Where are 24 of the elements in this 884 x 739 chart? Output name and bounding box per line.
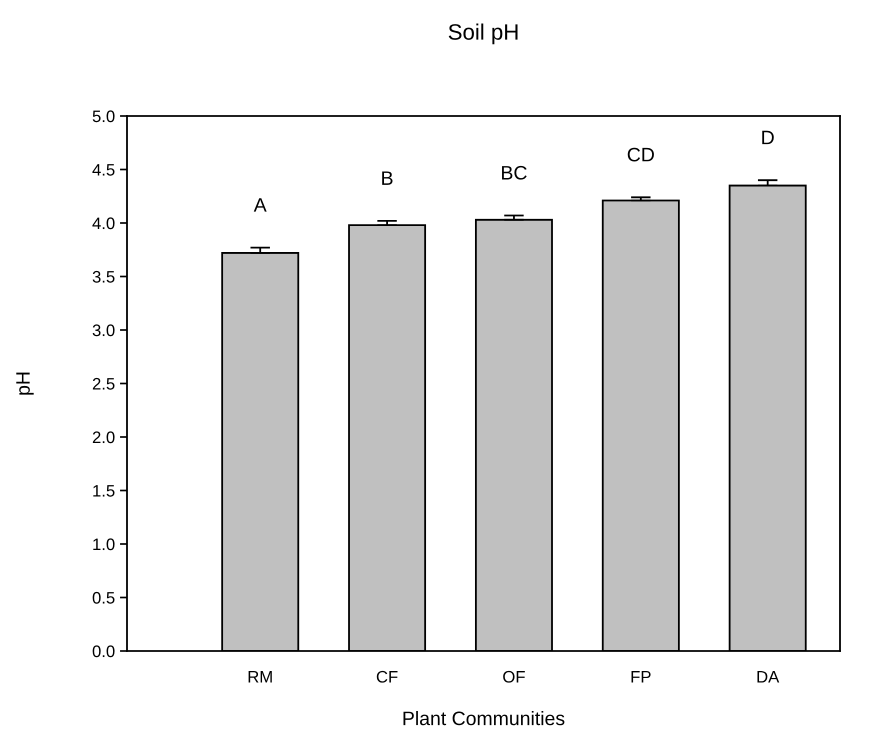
y-tick-label: 2.0 (92, 431, 115, 444)
y-tick-label: 4.0 (92, 217, 115, 230)
y-tick-label: 0.0 (92, 645, 115, 658)
y-tick-label: 0.5 (92, 592, 114, 604)
y-tick-label: 3.0 (92, 324, 115, 336)
y-tick-label: 4.5 (92, 164, 114, 176)
x-tick-label: RM (248, 671, 272, 683)
y-axis-title: pH (16, 372, 34, 395)
x-tick-label: DA (757, 671, 780, 683)
x-tick-label: FP (632, 671, 651, 683)
annotation: A (254, 198, 267, 212)
annotation: B (382, 171, 393, 185)
y-tick-label: 5.0 (92, 110, 115, 122)
y-tick-label: 3.5 (92, 270, 114, 283)
annotation: CD (628, 148, 654, 162)
x-tick-label: OF (503, 670, 525, 683)
y-tick-label: 2.5 (92, 378, 114, 390)
y-tick-label: 1.0 (93, 538, 115, 550)
x-axis-title: Plant Communities (404, 710, 564, 726)
chart-title: Soil pH (448, 24, 518, 44)
annotation: D (762, 130, 774, 144)
x-tick-label: CF (376, 670, 398, 683)
annotation: BC (502, 166, 527, 180)
y-tick-label: 1.5 (93, 485, 114, 497)
